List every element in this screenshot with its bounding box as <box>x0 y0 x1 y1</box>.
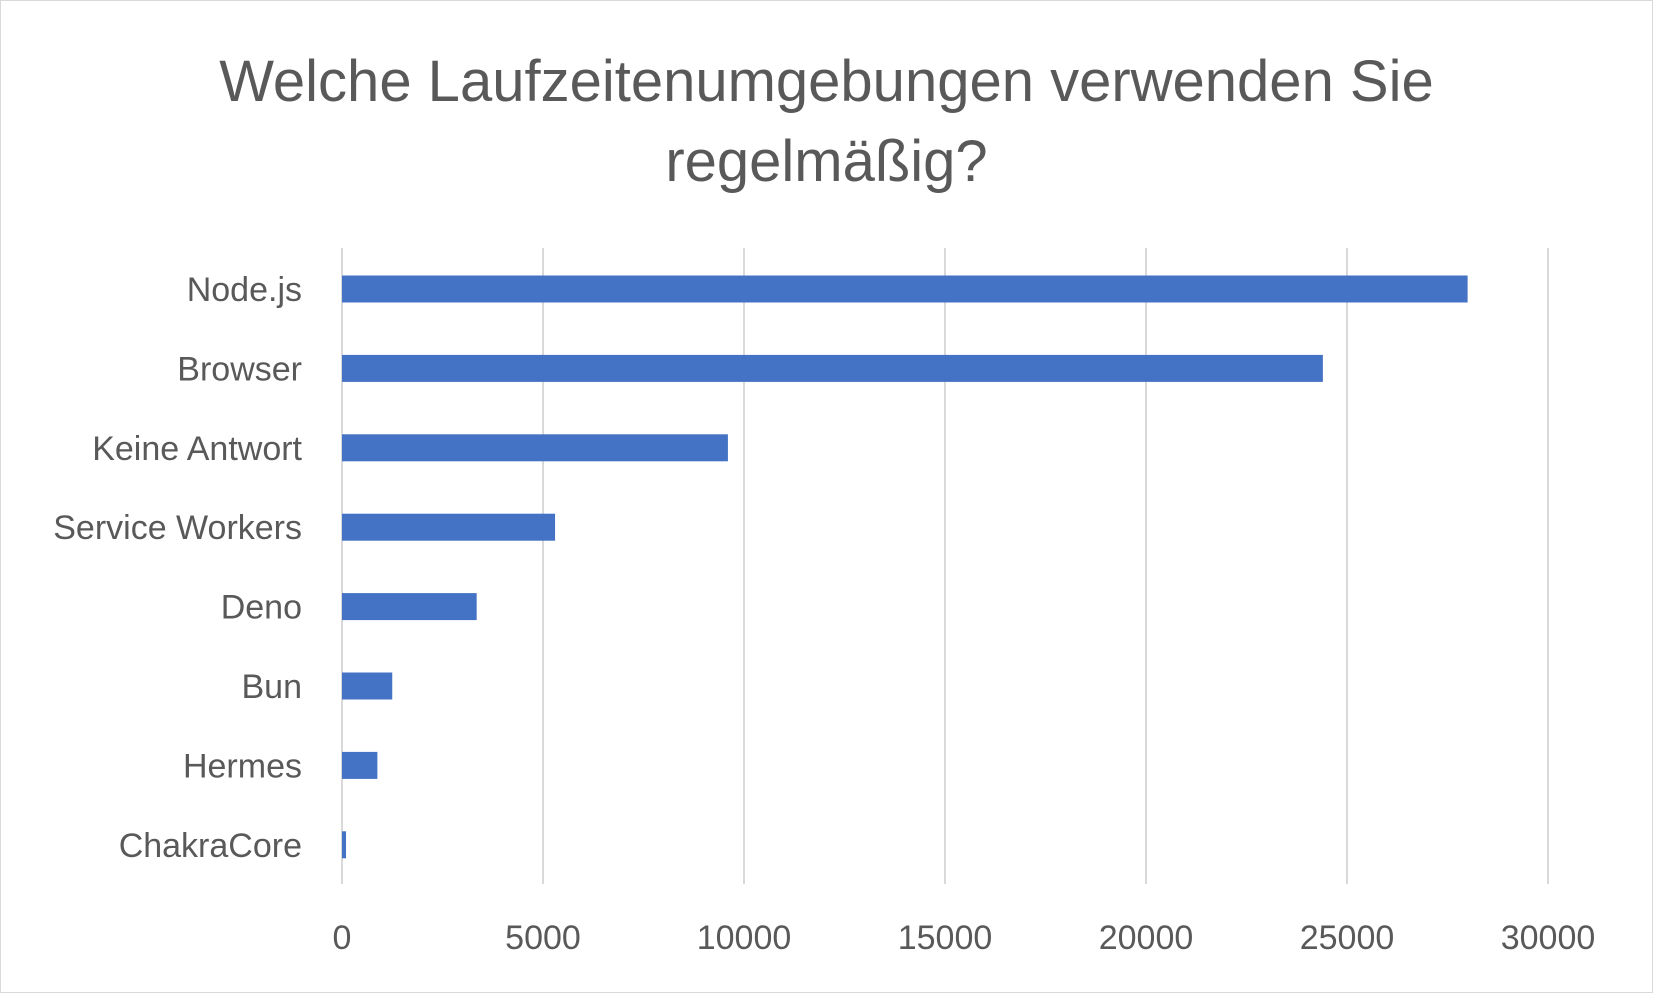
chart-title: Welche Laufzeitenumgebungen verwenden Si… <box>0 42 1653 202</box>
x-tick-label: 25000 <box>1300 919 1395 957</box>
category-label: Keine Antwort <box>92 430 302 468</box>
bar-deno <box>342 593 477 621</box>
bars <box>342 275 1468 859</box>
bar-chakracore <box>342 831 347 859</box>
category-label: Node.js <box>187 271 302 309</box>
bar-keine-antwort <box>342 434 728 462</box>
bar-node-js <box>342 275 1468 303</box>
x-tick-label: 0 <box>333 919 352 957</box>
x-tick-label: 10000 <box>697 919 792 957</box>
category-label: Hermes <box>183 747 302 785</box>
gridlines <box>341 248 1549 884</box>
category-label: Service Workers <box>53 509 302 547</box>
x-tick-label: 30000 <box>1501 919 1596 957</box>
x-tick-label: 20000 <box>1099 919 1194 957</box>
chart-title-line-2: regelmäßig? <box>665 129 988 194</box>
bar-hermes <box>342 751 378 779</box>
x-tick-label: 15000 <box>898 919 993 957</box>
category-labels: Node.js Browser Keine Antwort Service Worke… <box>53 271 302 865</box>
chart-title-line-1: Welche Laufzeitenumgebungen verwenden Si… <box>219 49 1434 114</box>
bar-service-workers <box>342 513 556 541</box>
bar-browser <box>342 354 1323 382</box>
category-label: Deno <box>221 589 302 627</box>
x-tick-label: 5000 <box>505 919 581 957</box>
bar-bun <box>342 672 393 700</box>
category-label: ChakraCore <box>119 827 302 865</box>
category-label: Bun <box>242 668 303 706</box>
category-label: Browser <box>177 350 302 388</box>
x-axis-tick-labels: 0 5000 10000 15000 20000 25000 30000 <box>333 919 1596 957</box>
